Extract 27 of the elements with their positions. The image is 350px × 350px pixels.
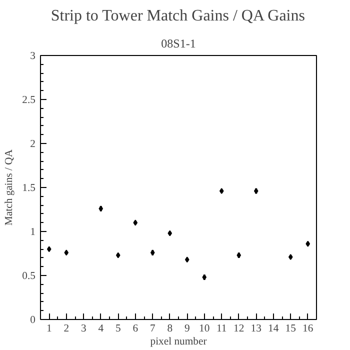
y-tick-label: 1.5 (22, 183, 36, 194)
x-axis-title: pixel number (150, 336, 208, 348)
x-tick-label: 9 (184, 324, 190, 334)
x-tick-label: 16 (302, 324, 314, 334)
chart-title: Strip to Tower Match Gains / QA Gains (50, 8, 305, 24)
x-tick-label: 2 (64, 324, 70, 334)
chart-subtitle: 08S1-1 (161, 36, 196, 50)
y-tick-label: 3 (30, 51, 36, 62)
x-tick-label: 8 (167, 324, 173, 334)
x-tick-label: 10 (199, 324, 210, 334)
x-tick-label: 14 (268, 324, 280, 334)
y-tick-label: 2 (30, 139, 36, 150)
x-tick-label: 15 (285, 324, 296, 334)
x-tick-label: 4 (98, 324, 104, 334)
x-tick-label: 13 (250, 324, 262, 334)
x-tick-label: 12 (234, 324, 244, 334)
y-axis-title: Match gains / QA (4, 149, 16, 226)
y-tick-label: 2.5 (22, 95, 36, 106)
x-tick-label: 11 (216, 324, 227, 334)
y-tick-label: 0.5 (22, 271, 36, 282)
x-tick-label: 1 (46, 324, 52, 334)
y-tick-label: 1 (30, 227, 36, 238)
x-tick-label: 5 (115, 324, 121, 334)
y-tick-label: 0 (30, 315, 36, 326)
x-tick-label: 6 (132, 324, 139, 334)
x-tick-label: 7 (150, 324, 156, 334)
x-tick-label: 3 (80, 324, 86, 334)
